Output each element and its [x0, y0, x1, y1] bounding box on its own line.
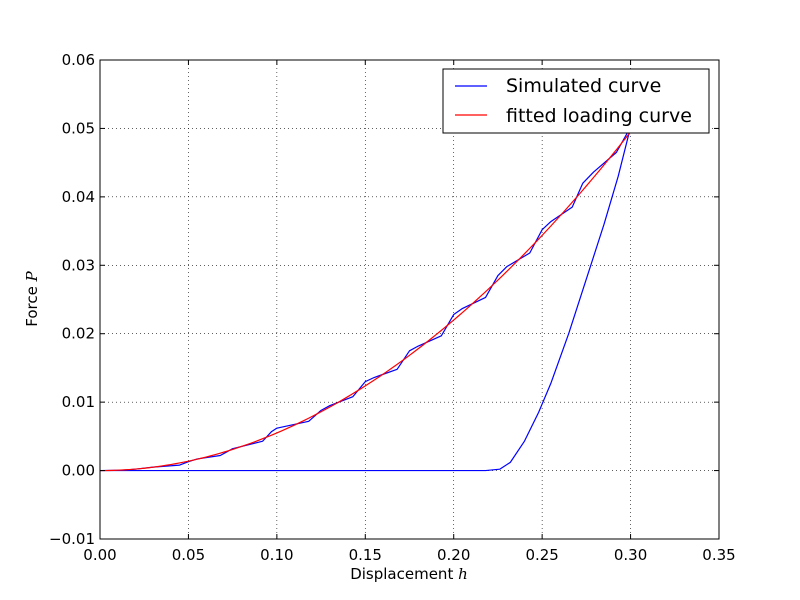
plot-frame [99, 59, 720, 540]
x-tick-label: 0.05 [172, 546, 205, 564]
series-simulated-curve [99, 126, 632, 472]
x-tick-label: 0.15 [349, 546, 382, 564]
x-tick-label: 0.25 [525, 546, 558, 564]
legend: Simulated curve fitted loading curve [442, 68, 710, 134]
x-tick-label: 0.10 [260, 546, 293, 564]
y-tick-label: 0.05 [62, 119, 95, 137]
x-tick-label: 0.30 [614, 546, 647, 564]
legend-label-fitted: fitted loading curve [506, 105, 692, 127]
x-tick-label: 0.00 [83, 546, 116, 564]
y-tick-label: −0.01 [49, 530, 95, 548]
y-tick-label: 0.00 [62, 462, 95, 480]
y-tick-label: 0.03 [62, 256, 95, 274]
x-axis-label: Displacement h [350, 565, 468, 583]
x-tick-label: 0.35 [702, 546, 735, 564]
x-tick-label: 0.20 [437, 546, 470, 564]
plot-area [100, 60, 719, 539]
y-tick-label: 0.04 [62, 188, 95, 206]
y-tick-label: 0.06 [62, 51, 95, 69]
legend-box [442, 68, 710, 134]
y-tick-label: 0.02 [62, 325, 95, 343]
y-tick-label: 0.01 [62, 393, 95, 411]
ticks: 0.00 0.05 0.10 0.15 0.20 0.25 0.30 0.35−0.010.0… [49, 51, 736, 564]
legend-label-simulated: Simulated curve [506, 75, 661, 97]
series-layer [99, 126, 632, 472]
series-fitted-loading-curve [99, 131, 632, 472]
y-axis-label: Force P [23, 270, 41, 326]
